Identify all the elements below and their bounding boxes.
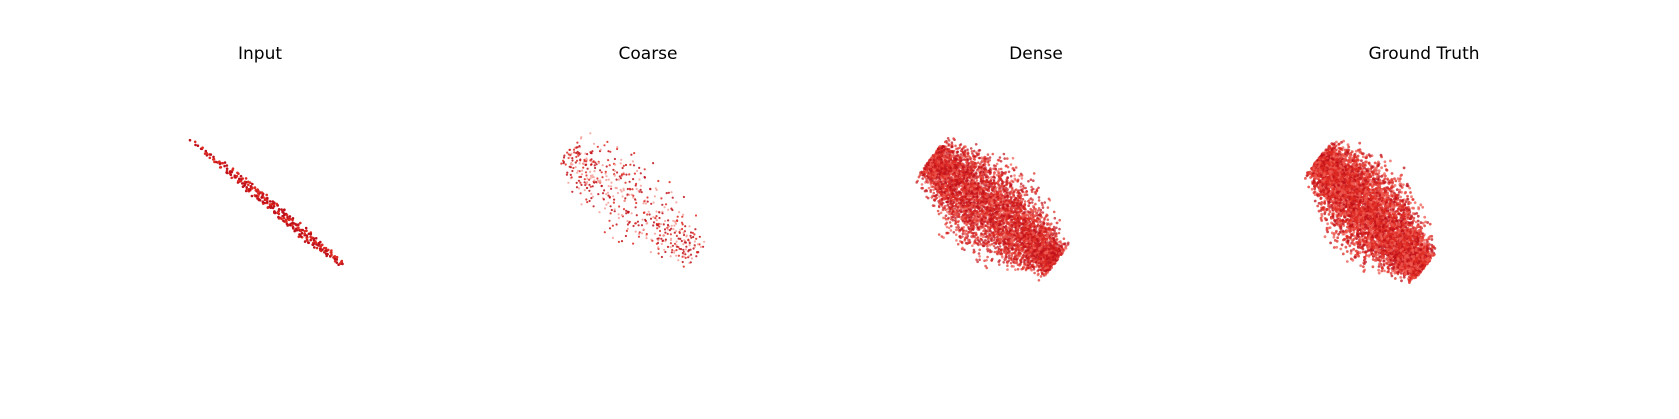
- point-cloud-points: [188, 138, 344, 267]
- point-cloud-points: [915, 137, 1070, 282]
- panel-dense: Dense: [836, 0, 1236, 419]
- panel-ground-truth: Ground Truth: [1224, 0, 1624, 419]
- panel-title-coarse: Coarse: [618, 44, 678, 64]
- point-cloud-ground-truth: [1304, 139, 1437, 284]
- panel-title-ground-truth: Ground Truth: [1368, 44, 1480, 64]
- panel-coarse: Coarse: [448, 0, 848, 419]
- point-cloud-coarse: [560, 132, 706, 268]
- point-cloud-points: [560, 132, 706, 268]
- point-cloud-dense: [915, 137, 1070, 282]
- panel-title-input: Input: [237, 44, 283, 64]
- point-cloud-input: [188, 138, 344, 267]
- panel-title-dense: Dense: [1009, 44, 1063, 64]
- point-cloud-points: [1304, 139, 1437, 284]
- panel-input: Input: [60, 0, 460, 419]
